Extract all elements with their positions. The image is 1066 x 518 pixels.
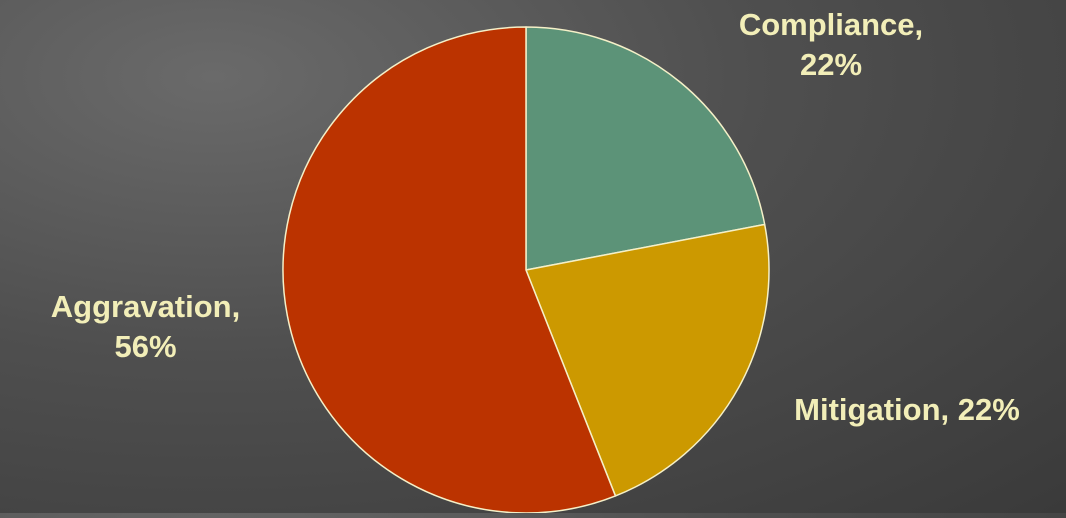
pie-slices — [282, 26, 770, 514]
aggravation-label-line2: 56% — [114, 329, 177, 364]
aggravation-label-line1: Aggravation, — [50, 289, 241, 324]
compliance-label-line1: Compliance, — [738, 7, 924, 42]
compliance-label: Compliance, 22% — [706, 5, 956, 85]
compliance-label-line2: 22% — [799, 47, 863, 82]
mitigation-label-line1: Mitigation, 22% — [794, 392, 1020, 427]
pie-slice-aggravation — [282, 26, 617, 514]
aggravation-label: Aggravation, 56% — [8, 287, 283, 367]
pie-slice-compliance — [525, 26, 766, 271]
pie-slice-mitigation — [525, 223, 770, 497]
mitigation-label: Mitigation, 22% — [752, 390, 1062, 430]
